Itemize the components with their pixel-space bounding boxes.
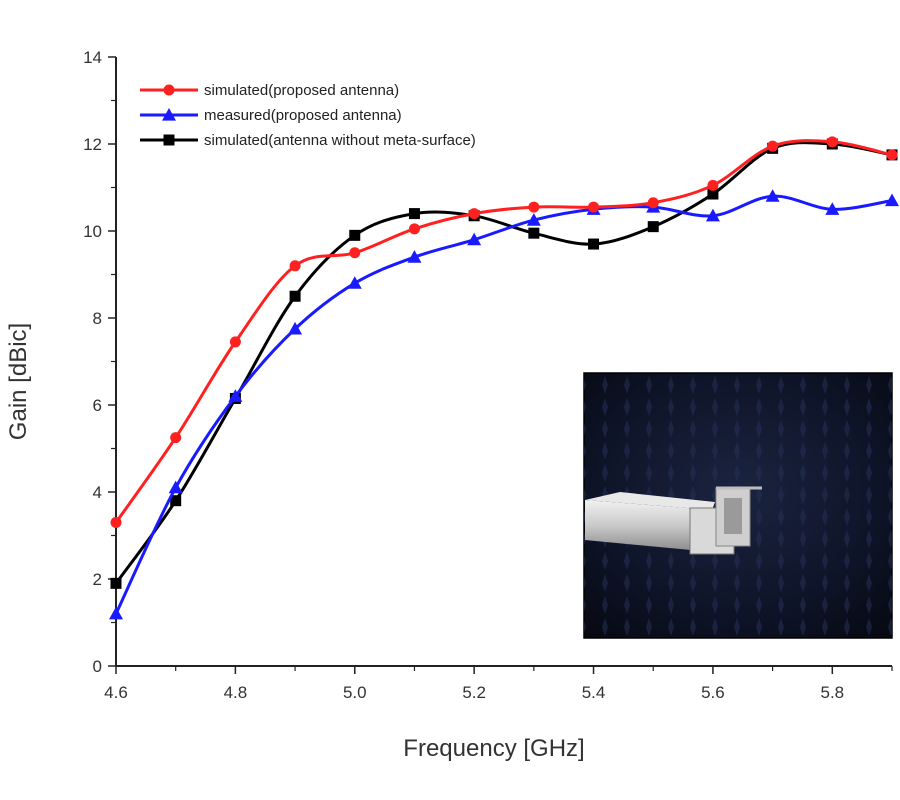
data-point: [826, 136, 838, 148]
data-point: [526, 213, 541, 226]
legend: simulated(proposed antenna) measured(prop…: [140, 82, 476, 149]
data-point: [229, 336, 241, 348]
data-point: [528, 201, 540, 213]
data-point: [349, 247, 361, 259]
data-point: [408, 223, 420, 235]
legend-marker: [162, 108, 176, 121]
data-point: [288, 321, 303, 335]
antenna-boom-top: [585, 492, 715, 510]
data-point: [588, 201, 600, 213]
data-point: [588, 238, 600, 250]
legend-label: simulated(antenna without meta-surface): [204, 132, 476, 149]
data-point: [825, 202, 840, 215]
data-point: [468, 208, 480, 220]
y-tick-label: 2: [93, 570, 102, 589]
data-point: [707, 188, 719, 200]
axes: 4.6 4.8 5.0 5.2 5.4 5.6 5.8 0 2 4 6 8 10 12 14 Frequenc…: [5, 48, 893, 762]
x-tick-label: 4.8: [224, 683, 248, 702]
data-point: [289, 290, 301, 302]
data-point: [528, 227, 540, 239]
data-point: [467, 232, 482, 246]
x-tick-label: 4.6: [104, 683, 128, 702]
y-tick-label: 6: [93, 396, 102, 415]
legend-marker: [163, 134, 175, 146]
data-point: [289, 260, 301, 272]
data-point: [707, 179, 719, 191]
data-point: [407, 250, 422, 263]
data-point: [110, 577, 122, 589]
legend-marker: [163, 84, 175, 96]
x-tick-label: 5.2: [462, 683, 486, 702]
x-axis-title: Frequency [GHz]: [403, 735, 584, 762]
legend-label: measured(proposed antenna): [204, 107, 402, 124]
series-circle-group: [110, 136, 898, 528]
series-layer: simulated(proposed antenna) measured(prop…: [109, 82, 899, 620]
y-tick-label: 12: [83, 135, 102, 154]
x-tick-label: 5.4: [582, 683, 606, 702]
data-point: [705, 208, 720, 222]
x-tick-label: 5.6: [701, 683, 725, 702]
data-point: [170, 432, 182, 444]
data-point: [347, 276, 362, 289]
y-tick-label: 8: [93, 309, 102, 328]
data-point: [109, 606, 123, 620]
data-point: [349, 229, 361, 241]
antenna-boom: [585, 500, 712, 552]
data-point: [647, 197, 659, 209]
antenna-photo-inset: [583, 372, 893, 639]
y-tick-label: 14: [83, 48, 102, 67]
y-tick-label: 4: [93, 483, 102, 502]
data-point: [885, 193, 899, 207]
data-point: [765, 189, 780, 202]
x-tick-label: 5.0: [343, 683, 367, 702]
data-point: [110, 516, 122, 528]
data-point: [170, 495, 182, 507]
y-axis-title: Gain [dBic]: [5, 323, 32, 440]
y-tick-label: 10: [83, 222, 102, 241]
x-tick-label: 5.8: [820, 683, 844, 702]
data-point: [168, 480, 183, 494]
y-tick-label: 0: [93, 657, 102, 676]
data-point: [647, 221, 659, 233]
antenna-patch: [724, 498, 742, 534]
data-point: [886, 149, 898, 161]
data-point: [767, 140, 779, 152]
data-point: [408, 208, 420, 220]
legend-label: simulated(proposed antenna): [204, 82, 399, 99]
data-point: [228, 389, 243, 402]
